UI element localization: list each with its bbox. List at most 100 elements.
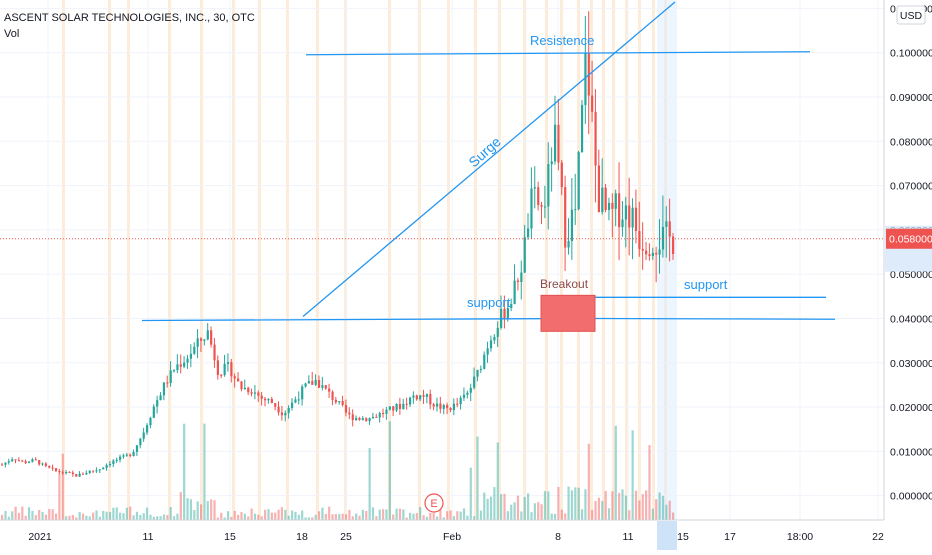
- volume-bar: [71, 515, 75, 520]
- volume-bar: [425, 516, 429, 520]
- volume-bar: [203, 423, 206, 520]
- candle-body: [459, 397, 462, 405]
- volume-bar: [543, 491, 547, 520]
- session-band: [560, 0, 563, 520]
- volume-bar: [645, 490, 648, 520]
- volume-bar: [665, 504, 668, 520]
- session-band: [232, 0, 235, 520]
- volume-bar: [489, 496, 493, 520]
- candle-body: [304, 383, 307, 387]
- volume-bar: [34, 515, 37, 520]
- volume-bar: [540, 504, 543, 520]
- volume-bar: [429, 512, 432, 520]
- candle-body: [365, 418, 368, 422]
- volume-bar: [226, 511, 230, 520]
- volume-bar: [58, 474, 61, 520]
- volume-bar: [648, 445, 651, 520]
- candle-body: [247, 387, 250, 393]
- candle-body: [334, 399, 338, 403]
- candle-body: [540, 205, 543, 207]
- candle-body: [119, 456, 122, 460]
- session-band: [447, 0, 450, 520]
- volume-bar: [365, 510, 368, 520]
- candle-body: [634, 207, 638, 232]
- session-band: [590, 0, 593, 520]
- session-band: [652, 0, 655, 520]
- candle-body: [297, 399, 300, 401]
- candle-body: [294, 399, 297, 403]
- volume-bar: [493, 487, 496, 520]
- volume-bar: [311, 517, 314, 520]
- candle-body: [577, 152, 580, 210]
- last-price-tag: [886, 228, 932, 249]
- candle-body: [665, 221, 668, 227]
- volume-bar: [587, 443, 590, 520]
- volume-bar: [358, 515, 361, 520]
- volume-bar: [469, 467, 472, 520]
- price-tick-label: 0.090000: [890, 92, 932, 104]
- candle-body: [264, 398, 267, 401]
- volume-bar: [584, 489, 587, 520]
- candle-body: [361, 418, 364, 420]
- candle-body: [344, 405, 348, 413]
- candle-body: [631, 207, 634, 228]
- candle-body: [48, 465, 51, 468]
- volume-bar: [392, 514, 395, 520]
- volume-bar: [439, 506, 442, 520]
- candle-body: [317, 379, 321, 388]
- volume-bar: [328, 506, 331, 520]
- candle-body: [533, 187, 536, 189]
- candle-body: [412, 395, 415, 398]
- volume-bar: [152, 516, 155, 520]
- volume-bar: [449, 510, 452, 520]
- volume-bar: [442, 517, 445, 520]
- candle-body: [466, 392, 469, 395]
- price-tick-label: 0.070000: [890, 181, 932, 193]
- resistance-line: [305, 51, 811, 56]
- candle-body: [655, 252, 658, 255]
- volume-bar: [166, 515, 169, 520]
- candle-body: [132, 451, 135, 456]
- volume-bar: [564, 513, 567, 520]
- session-band: [127, 0, 130, 520]
- volume-bar: [479, 510, 483, 520]
- volume-bar: [506, 511, 509, 520]
- volume-bar: [661, 495, 665, 520]
- candle-body: [210, 330, 213, 345]
- candle-body: [179, 364, 182, 367]
- price-tick-label: 0.020000: [890, 402, 932, 414]
- volume-bar: [604, 491, 607, 520]
- volume-bar: [92, 512, 95, 520]
- session-band: [108, 0, 111, 520]
- volume-bar: [557, 487, 560, 520]
- volume-bar: [408, 512, 412, 520]
- volume-bar: [139, 514, 142, 520]
- price-tick-label: 0.100000: [890, 48, 932, 60]
- candle-body: [560, 162, 563, 188]
- volume-bar: [435, 516, 439, 520]
- volume-bar: [334, 514, 338, 520]
- candle-body: [230, 362, 233, 377]
- candle-body: [601, 187, 604, 213]
- volume-bar: [607, 508, 611, 520]
- volume-bar: [142, 513, 145, 520]
- time-axis-highlight: [657, 521, 677, 550]
- candle-body: [607, 202, 611, 210]
- volume-bar: [237, 514, 240, 520]
- candle-body: [108, 463, 112, 466]
- volume-bar: [125, 507, 128, 520]
- candle-body: [368, 418, 371, 422]
- volume-bar: [115, 507, 118, 520]
- volume-bar: [419, 507, 422, 520]
- volume-bar: [476, 436, 479, 520]
- time-tick-label: 2021: [28, 531, 52, 543]
- volume-bar: [655, 499, 658, 520]
- candle-body: [270, 398, 273, 404]
- volume-bar: [344, 514, 348, 520]
- candle-body: [186, 358, 189, 363]
- volume-bar: [132, 515, 135, 520]
- candle-body: [645, 250, 648, 255]
- volume-bar: [324, 513, 327, 520]
- candle-body: [213, 344, 216, 361]
- candle-body: [328, 388, 331, 392]
